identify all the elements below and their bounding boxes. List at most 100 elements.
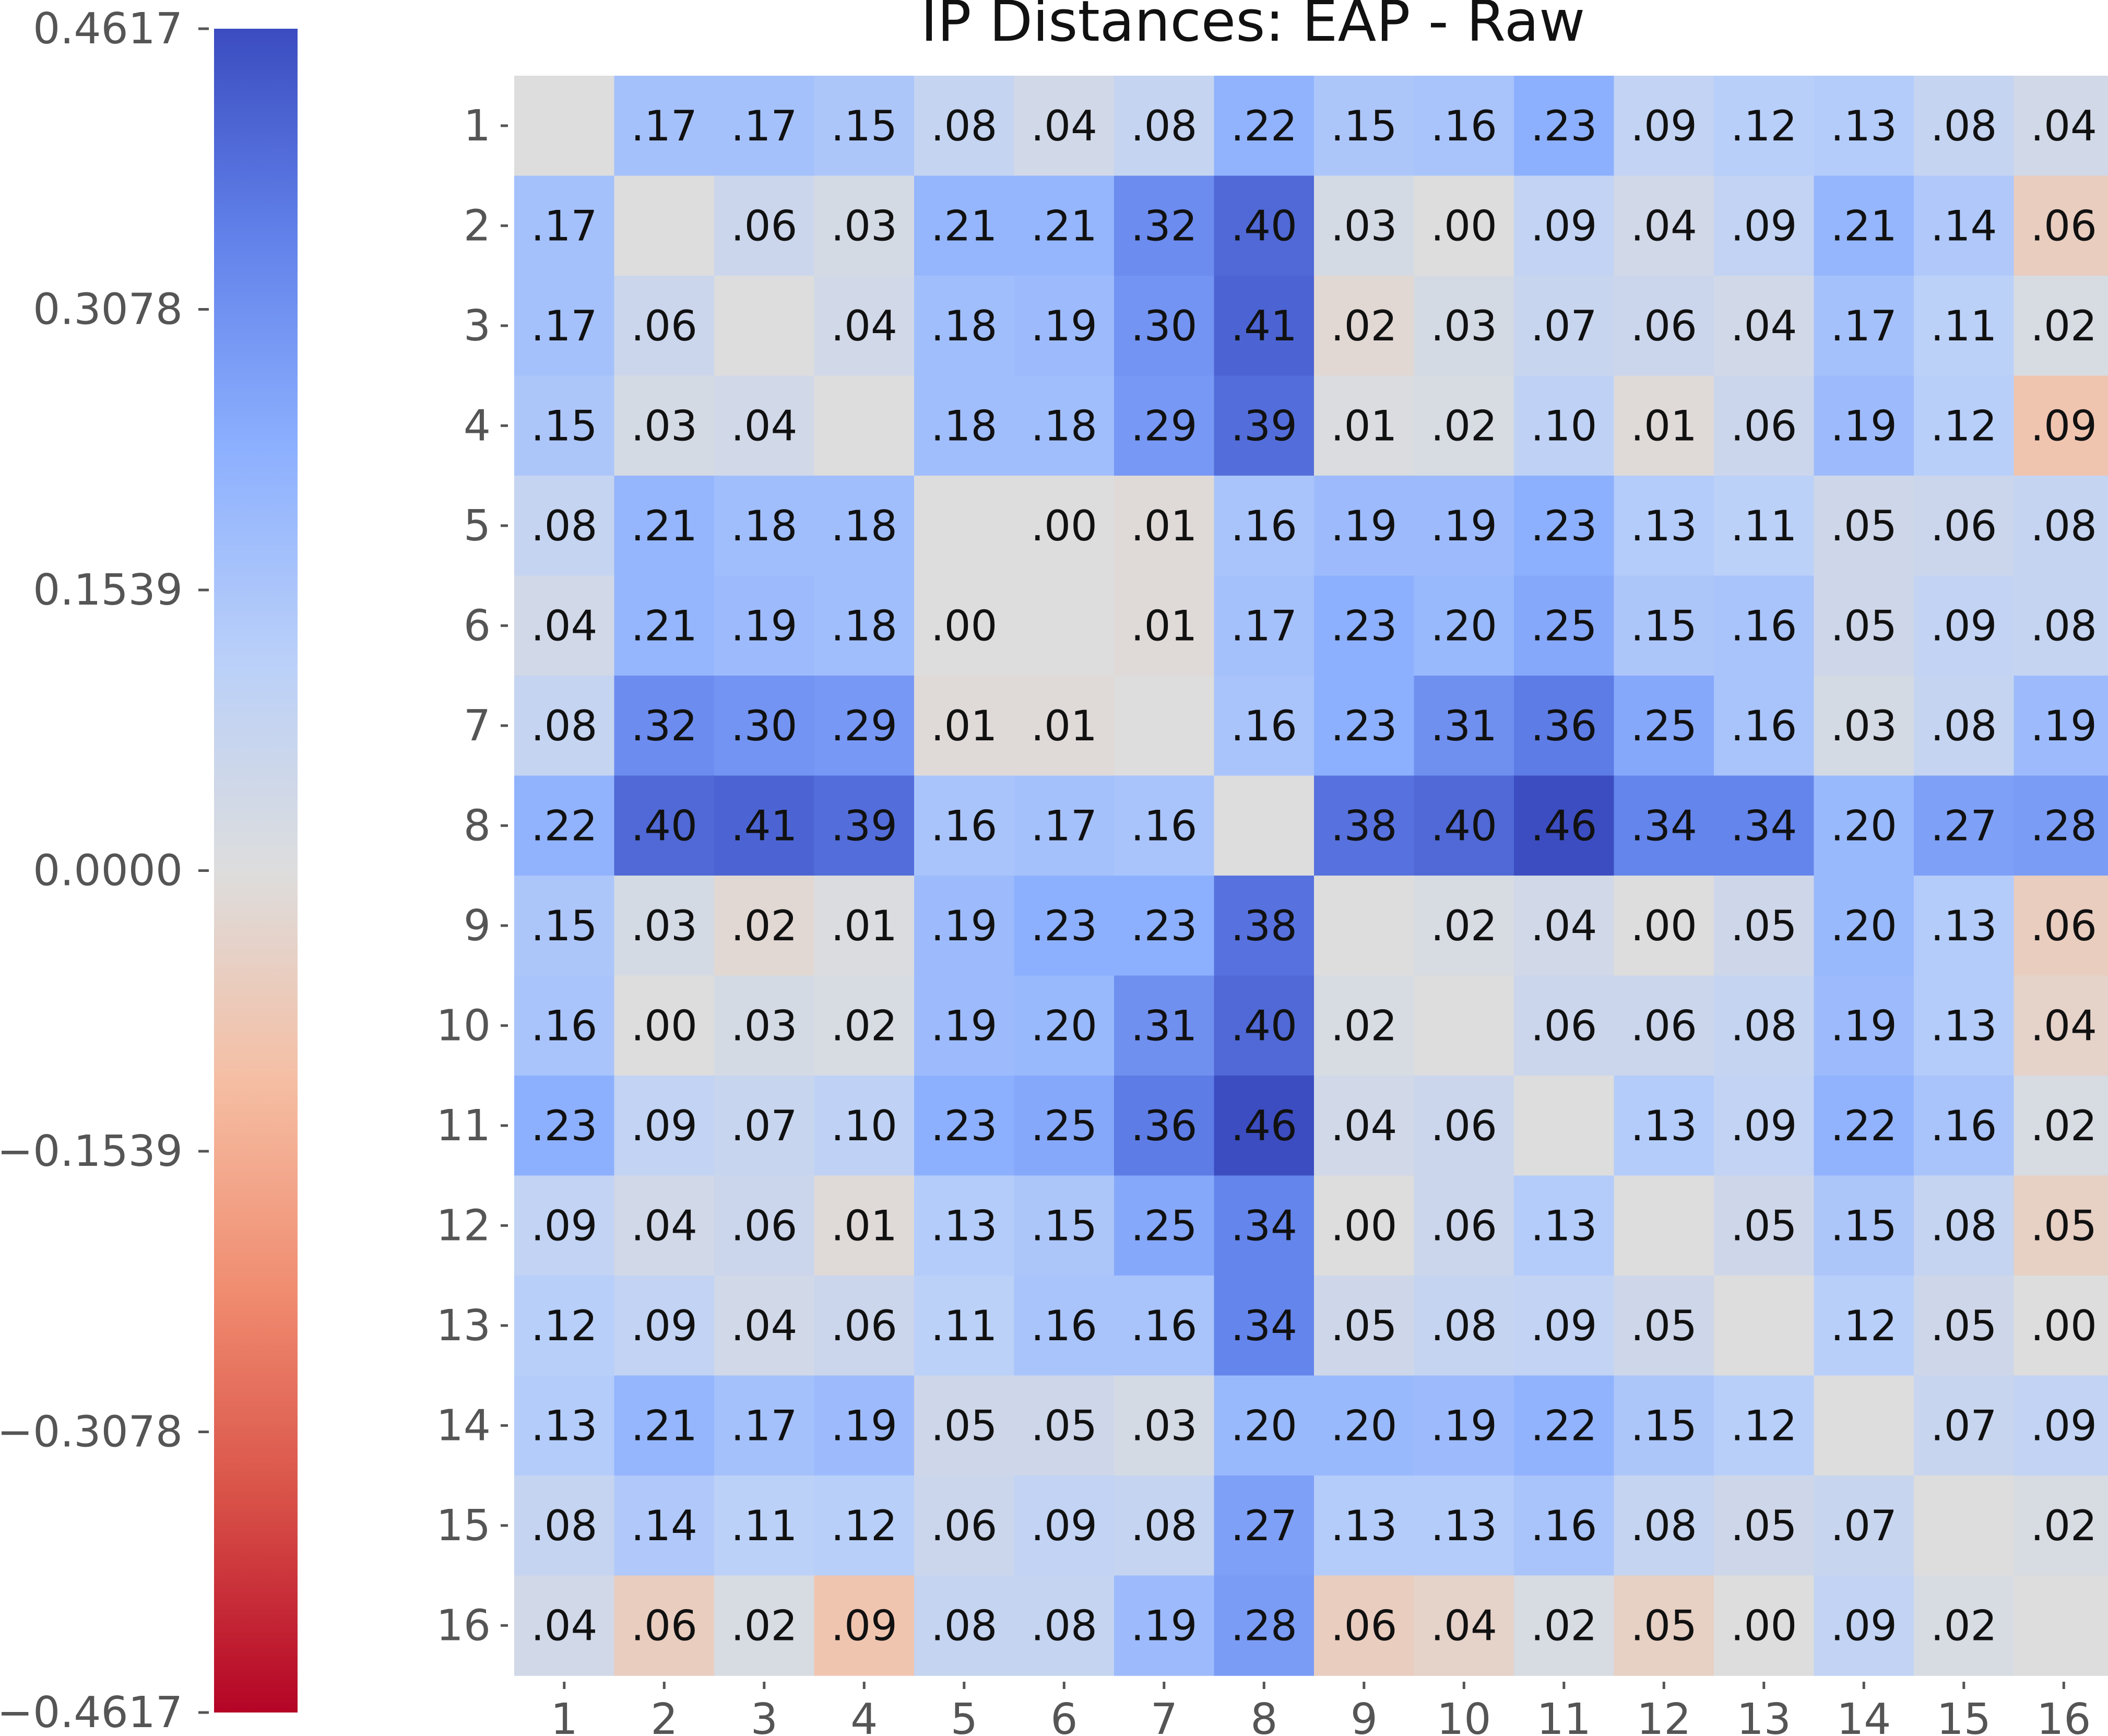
cell-value-label: .16 [1731, 601, 1797, 650]
cell-value-label: .16 [1931, 1102, 1997, 1150]
heatmap-cell [1214, 876, 1314, 976]
cell-value-label: .08 [1431, 1302, 1497, 1350]
cell-value-label: .13 [931, 1201, 997, 1250]
heatmap-cell [1314, 1175, 1415, 1276]
heatmap-cell [2014, 76, 2108, 176]
column-label: 2 [650, 1695, 678, 1736]
cell-value-label: .13 [1631, 1102, 1697, 1150]
heatmap-cell [1614, 476, 1714, 576]
heatmap-cell [914, 276, 1015, 376]
cell-value-label: .17 [531, 302, 597, 350]
heatmap-cell [814, 676, 915, 776]
heatmap-cell [1614, 676, 1714, 776]
cell-value-label: .04 [1631, 202, 1697, 250]
cell-value-label: .08 [1931, 102, 1997, 150]
heatmap-cell [1214, 175, 1314, 276]
heatmap-cell [1114, 575, 1215, 676]
cell-value-label: .01 [1031, 702, 1097, 750]
cell-value-label: .34 [1231, 1302, 1297, 1350]
heatmap-cell [1214, 775, 1314, 876]
heatmap-cell [1714, 1375, 1815, 1476]
cell-value-label: .02 [1331, 1001, 1397, 1050]
cell-value-label: .39 [1231, 401, 1297, 450]
cell-value-label: .00 [2031, 1302, 2097, 1350]
heatmap-cell [1514, 1076, 1615, 1176]
cell-value-label: .08 [531, 702, 597, 750]
cell-value-label: .17 [731, 102, 797, 150]
heatmap-cell [1614, 1175, 1714, 1276]
heatmap-cell [814, 476, 915, 576]
heatmap-cell [714, 175, 815, 276]
heatmap-cell [1814, 1475, 1914, 1576]
cell-value-label: .29 [1131, 401, 1197, 450]
heatmap-cell [714, 375, 815, 476]
heatmap-cell [1414, 876, 1514, 976]
cell-value-label: .11 [931, 1302, 997, 1350]
cell-value-label: .00 [931, 601, 997, 650]
heatmap-cell [2014, 876, 2108, 976]
heatmap-cell [714, 76, 815, 176]
cell-value-label: .23 [1331, 702, 1397, 750]
row-label: 15 [436, 1501, 491, 1551]
colorbar-tick-label: −0.4617 [0, 1688, 183, 1736]
cell-value-label: .04 [731, 401, 797, 450]
heatmap-cell [1714, 1575, 1815, 1676]
cell-value-label: .10 [831, 1102, 897, 1150]
cell-value-label: .34 [1631, 801, 1697, 850]
heatmap-cell [1114, 1475, 1215, 1576]
cell-value-label: .32 [1131, 202, 1197, 250]
cell-value-label: .19 [1431, 502, 1497, 550]
heatmap-cell [1414, 476, 1514, 576]
heatmap-cell [2014, 1375, 2108, 1476]
cell-value-label: .00 [631, 1001, 697, 1050]
heatmap-cell [814, 1575, 915, 1676]
cell-value-label: .04 [2031, 1001, 2097, 1050]
cell-value-label: .19 [1431, 1401, 1497, 1450]
heatmap-cell [1114, 276, 1215, 376]
cell-value-label: .01 [1131, 601, 1197, 650]
heatmap-cell [614, 1375, 715, 1476]
column-label: 14 [1837, 1695, 1891, 1736]
heatmap-cell [514, 676, 615, 776]
cell-value-label: .01 [831, 902, 897, 950]
cell-value-label: .09 [631, 1302, 697, 1350]
heatmap-cell [714, 276, 815, 376]
heatmap-cell [2014, 975, 2108, 1076]
cell-value-label: .09 [531, 1201, 597, 1250]
heatmap-cell [2014, 476, 2108, 576]
heatmap-cell [1914, 975, 2015, 1076]
cell-value-label: .16 [1731, 702, 1797, 750]
heatmap-cell [1614, 375, 1714, 476]
heatmap-cell [1214, 276, 1314, 376]
heatmap-cell [714, 1276, 815, 1376]
cell-value-label: .27 [1931, 801, 1997, 850]
cell-value-label: .01 [831, 1201, 897, 1250]
heatmap-cell [1314, 1375, 1415, 1476]
cell-value-label: .04 [1431, 1601, 1497, 1650]
cell-value-label: .16 [1131, 1302, 1197, 1350]
cell-value-label: .32 [631, 702, 697, 750]
cell-value-label: .13 [1831, 102, 1897, 150]
heatmap-cell [1514, 575, 1615, 676]
cell-value-label: .40 [631, 801, 697, 850]
heatmap-cell [1314, 676, 1415, 776]
heatmap-cell [614, 775, 715, 876]
cell-value-label: .34 [1731, 801, 1797, 850]
heatmap-cell [1314, 876, 1415, 976]
heatmap-cell [814, 375, 915, 476]
heatmap-cell [1714, 375, 1815, 476]
heatmap-cell [1814, 1276, 1914, 1376]
cell-value-label: .00 [1431, 202, 1497, 250]
cell-value-label: .21 [1831, 202, 1897, 250]
cell-value-label: .05 [1831, 502, 1897, 550]
cell-value-label: .09 [831, 1601, 897, 1650]
heatmap-cell [514, 1475, 615, 1576]
cell-value-label: .03 [831, 202, 897, 250]
row-label: 2 [464, 201, 491, 251]
heatmap-cell [1814, 76, 1914, 176]
cell-value-label: .17 [531, 202, 597, 250]
cell-value-label: .20 [1031, 1001, 1097, 1050]
heatmap-cell [514, 1175, 615, 1276]
heatmap-cell [1514, 175, 1615, 276]
